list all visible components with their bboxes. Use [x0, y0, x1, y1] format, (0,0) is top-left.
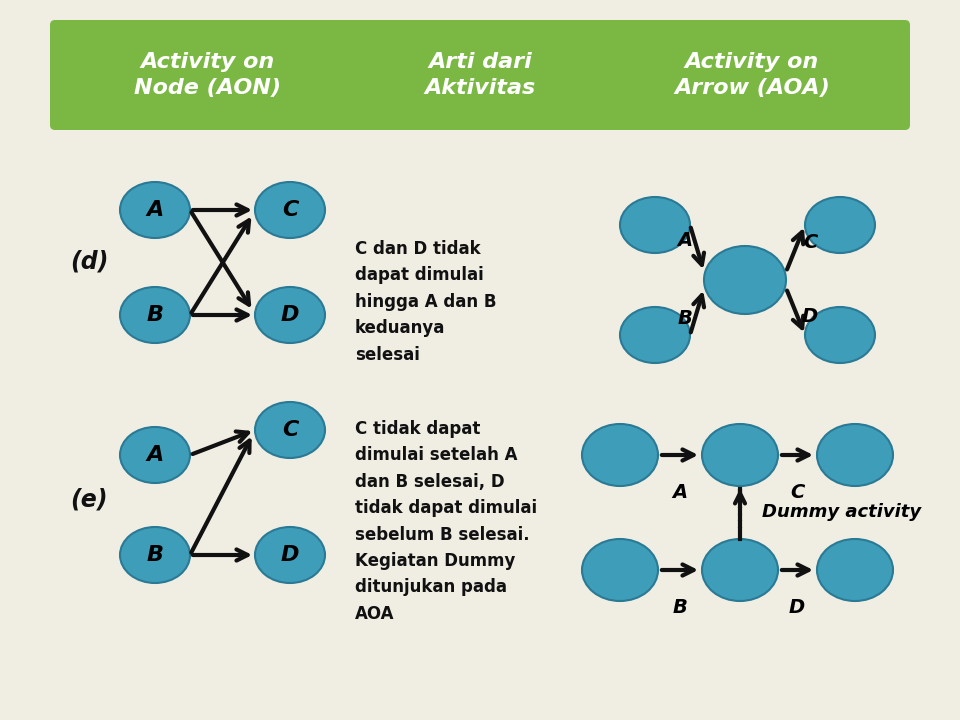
Ellipse shape: [120, 527, 190, 583]
Text: B: B: [673, 598, 687, 617]
Ellipse shape: [805, 197, 875, 253]
Ellipse shape: [255, 287, 325, 343]
Text: A: A: [672, 483, 687, 502]
Ellipse shape: [704, 246, 786, 314]
Text: D: D: [280, 545, 300, 565]
Ellipse shape: [120, 427, 190, 483]
Ellipse shape: [620, 307, 690, 363]
Text: B: B: [678, 310, 692, 328]
Text: D: D: [802, 307, 818, 326]
Text: C: C: [803, 233, 817, 253]
Ellipse shape: [255, 402, 325, 458]
Text: (d): (d): [70, 250, 108, 274]
FancyBboxPatch shape: [50, 20, 910, 130]
Ellipse shape: [120, 182, 190, 238]
Text: C: C: [282, 200, 299, 220]
Text: D: D: [280, 305, 300, 325]
Ellipse shape: [120, 287, 190, 343]
Text: A: A: [678, 232, 692, 251]
Ellipse shape: [805, 307, 875, 363]
Ellipse shape: [817, 424, 893, 486]
Text: Activity on
Arrow (AOA): Activity on Arrow (AOA): [674, 52, 829, 98]
Text: Dummy activity: Dummy activity: [762, 503, 922, 521]
Text: A: A: [146, 200, 163, 220]
Ellipse shape: [255, 527, 325, 583]
Ellipse shape: [702, 424, 778, 486]
Ellipse shape: [582, 539, 658, 601]
Ellipse shape: [582, 424, 658, 486]
Text: B: B: [147, 545, 163, 565]
Ellipse shape: [702, 539, 778, 601]
Ellipse shape: [817, 539, 893, 601]
Text: Activity on
Node (AON): Activity on Node (AON): [134, 52, 281, 98]
Text: A: A: [146, 445, 163, 465]
Text: B: B: [147, 305, 163, 325]
Text: C tidak dapat
dimulai setelah A
dan B selesai, D
tidak dapat dimulai
sebelum B s: C tidak dapat dimulai setelah A dan B se…: [355, 420, 538, 623]
Ellipse shape: [255, 182, 325, 238]
Text: D: D: [789, 598, 805, 617]
Text: C: C: [790, 483, 804, 502]
Text: C: C: [282, 420, 299, 440]
Text: Arti dari
Aktivitas: Arti dari Aktivitas: [424, 52, 536, 98]
Ellipse shape: [620, 197, 690, 253]
Text: C dan D tidak
dapat dimulai
hingga A dan B
keduanya
selesai: C dan D tidak dapat dimulai hingga A dan…: [355, 240, 496, 364]
Text: (e): (e): [70, 488, 108, 512]
